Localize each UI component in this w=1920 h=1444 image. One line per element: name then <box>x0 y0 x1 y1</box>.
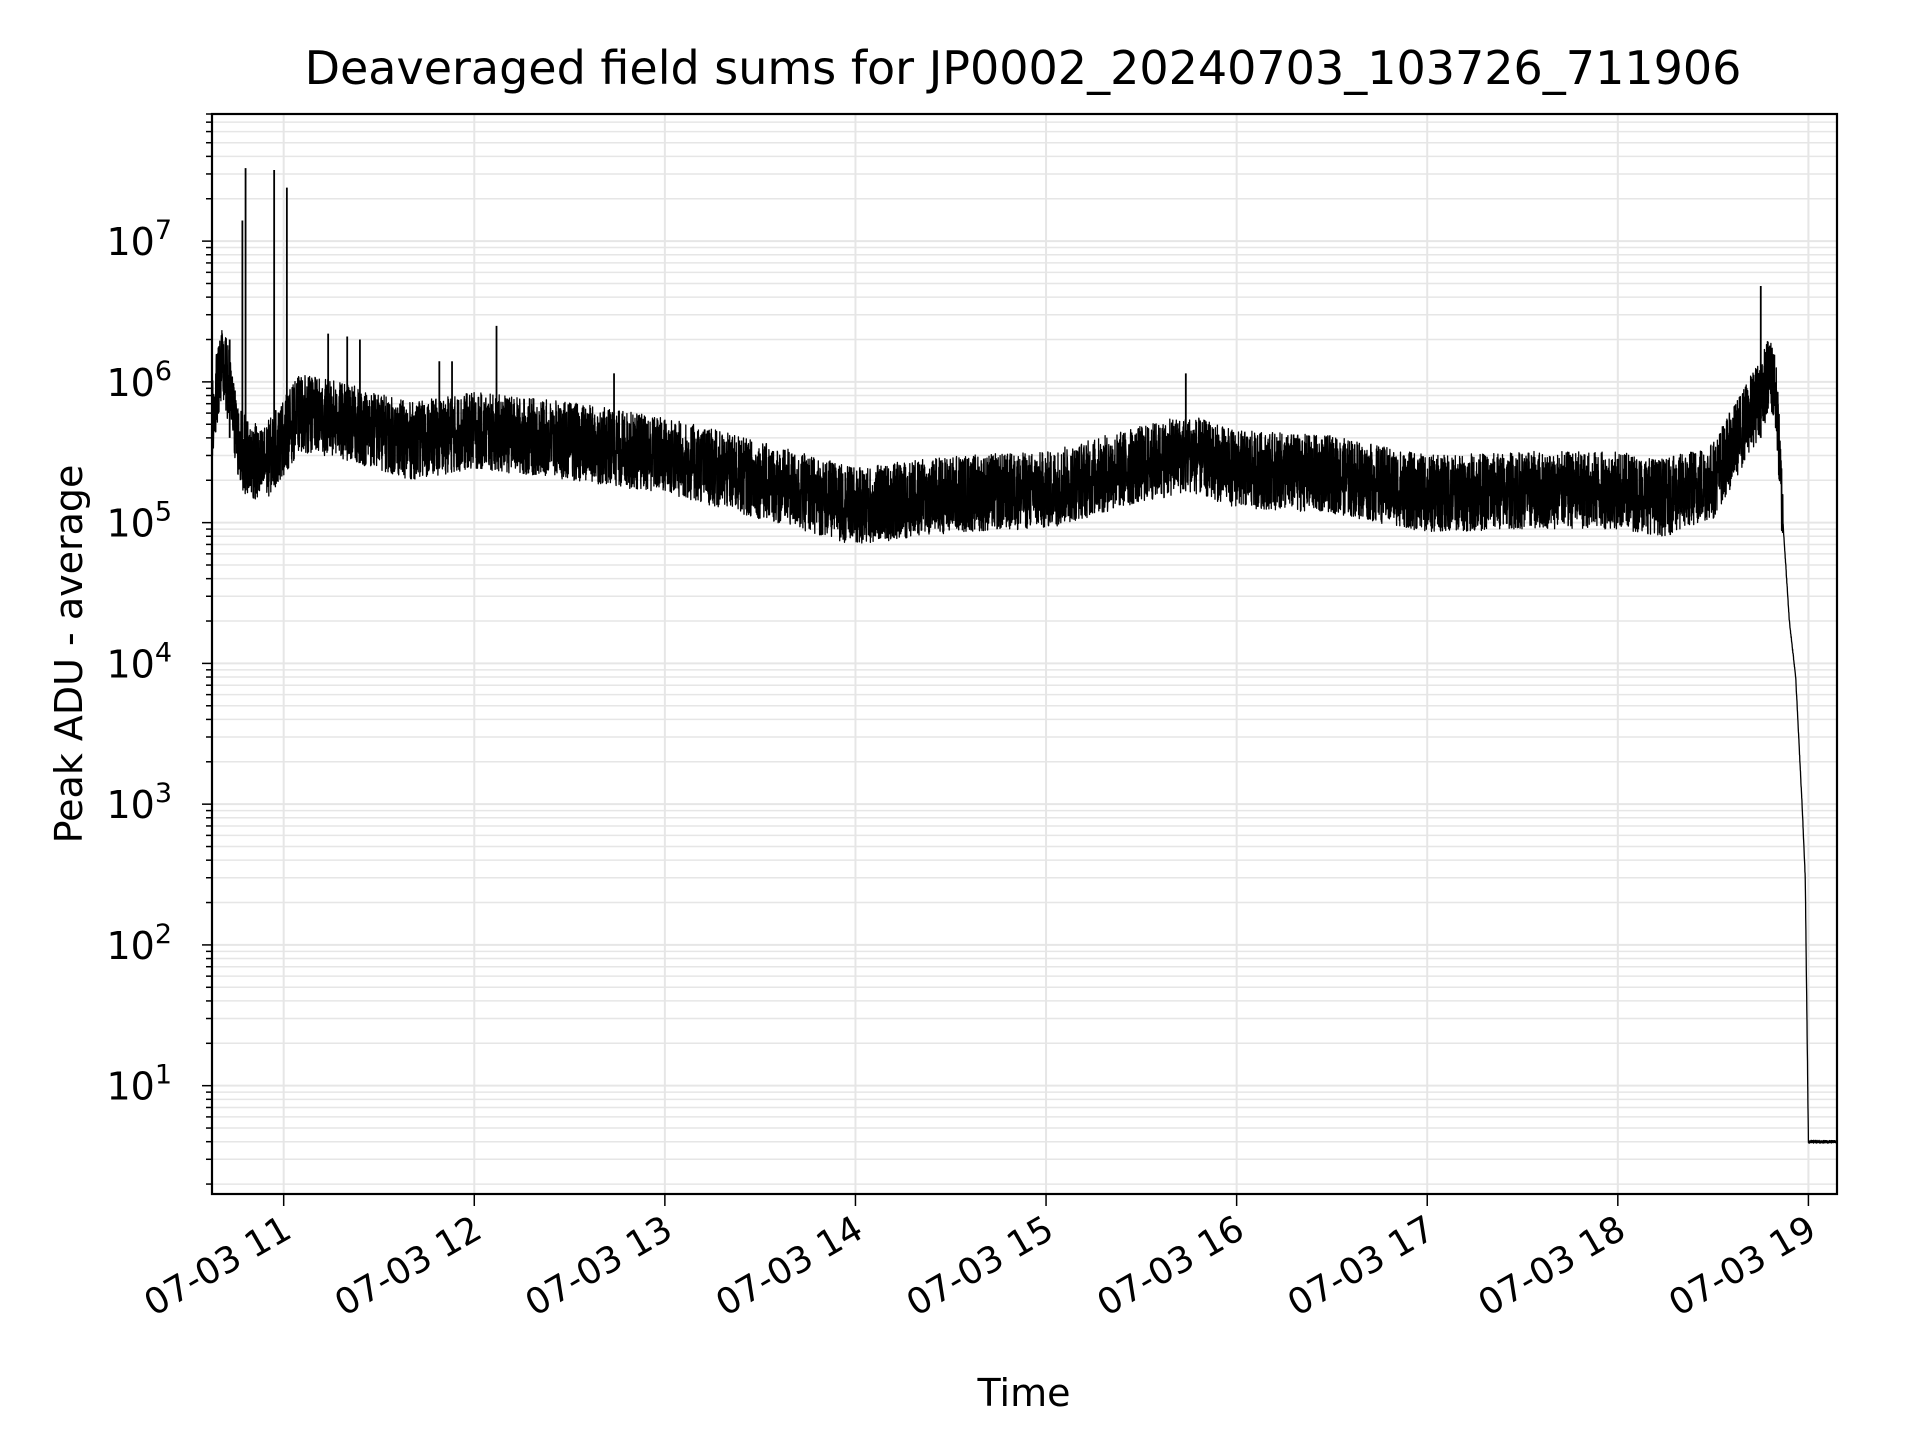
y-tick-base: 10 <box>106 220 154 264</box>
y-tick-base: 10 <box>106 642 154 686</box>
y-tick-exponent: 1 <box>155 1060 172 1091</box>
y-tick-base: 10 <box>106 502 154 546</box>
y-tick-label: 105 <box>106 497 172 546</box>
y-tick-label: 103 <box>106 778 172 827</box>
y-tick-exponent: 2 <box>155 919 172 950</box>
x-axis-label: Time <box>977 1371 1071 1415</box>
y-tick-base: 10 <box>106 783 154 827</box>
y-tick-label: 107 <box>106 215 172 264</box>
y-tick-base: 10 <box>106 924 154 968</box>
y-tick-label: 104 <box>106 637 172 686</box>
y-tick-exponent: 4 <box>155 637 172 668</box>
y-axis-label: Peak ADU - average <box>47 465 91 844</box>
y-tick-label: 106 <box>106 356 172 405</box>
y-tick-exponent: 5 <box>155 497 172 528</box>
data-series-line <box>211 329 1838 1144</box>
y-tick-base: 10 <box>106 1065 154 1109</box>
plot-frame <box>210 112 1839 1196</box>
y-tick-exponent: 3 <box>155 778 172 809</box>
y-tick-exponent: 7 <box>155 215 172 246</box>
y-tick-base: 10 <box>106 361 154 405</box>
grid <box>212 113 1837 1194</box>
plot-area <box>211 168 1838 1144</box>
chart-title: Deaveraged field sums for JP0002_2024070… <box>305 41 1742 95</box>
y-tick-label: 102 <box>106 919 172 968</box>
y-tick-label: 101 <box>106 1060 172 1109</box>
y-tick-exponent: 6 <box>155 356 172 387</box>
